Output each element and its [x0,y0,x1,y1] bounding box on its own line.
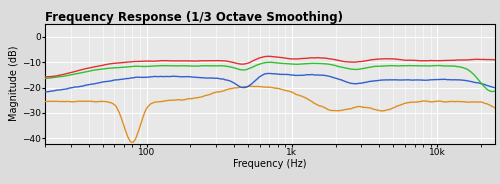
X-axis label: Frequency (Hz): Frequency (Hz) [233,160,307,169]
Text: Frequency Response (1/3 Octave Smoothing): Frequency Response (1/3 Octave Smoothing… [45,11,343,24]
Y-axis label: Magnitude (dB): Magnitude (dB) [9,46,19,121]
